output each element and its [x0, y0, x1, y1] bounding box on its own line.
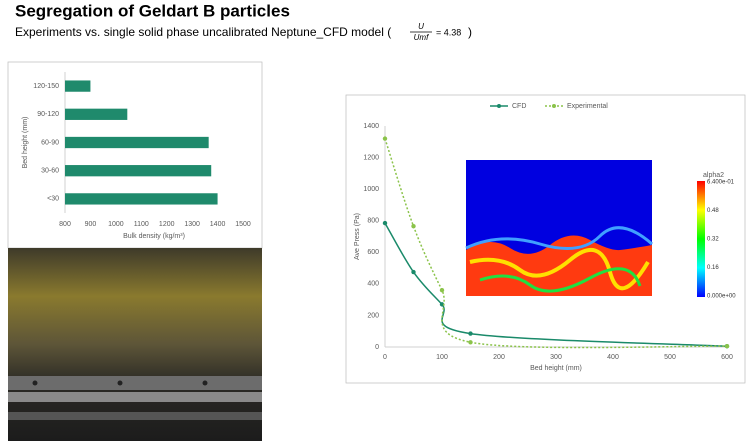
formula-close: ) — [468, 25, 472, 39]
y-tick-label: 1000 — [363, 186, 379, 193]
legend-label: CFD — [512, 103, 526, 110]
x-tick-label: 400 — [607, 354, 619, 361]
colorbar-label: 0.000e+00 — [707, 294, 736, 300]
colorbar-label: 0.32 — [707, 237, 719, 243]
x-tick-label: 1400 — [210, 221, 226, 228]
x-axis-label: Bed height (mm) — [530, 365, 582, 372]
x-tick-label: 0 — [383, 354, 387, 361]
colorbar-label: 0.48 — [707, 208, 719, 214]
x-tick-label: 1000 — [108, 221, 124, 228]
bar — [65, 193, 218, 205]
point — [382, 136, 388, 141]
point — [468, 340, 473, 345]
formula-value: = 4.38 — [436, 27, 461, 37]
x-tick-label: 1200 — [159, 221, 175, 228]
y-tick-label: 1400 — [363, 123, 379, 130]
y-tick-label: 0 — [375, 344, 379, 351]
y-tick-label: 90-120 — [37, 111, 59, 118]
x-tick-label: 1300 — [184, 221, 200, 228]
series-line — [384, 138, 728, 349]
y-tick-label: 800 — [367, 218, 379, 225]
point — [468, 331, 473, 336]
colorbar-title: alpha2 — [703, 172, 724, 179]
formula-numerator: U — [418, 22, 424, 31]
bar — [65, 136, 209, 149]
y-tick-label: 1200 — [363, 154, 379, 161]
y-tick-label: 30-60 — [41, 168, 59, 175]
point — [724, 344, 730, 349]
x-tick-label: 1100 — [134, 221, 149, 228]
bar — [65, 108, 128, 120]
y-axis-label: Ave Press (Pa) — [354, 213, 361, 260]
bar — [65, 165, 212, 177]
x-tick-label: 300 — [550, 354, 562, 361]
point — [439, 287, 445, 293]
point — [411, 269, 416, 275]
bar — [65, 80, 91, 92]
x-tick-label: 100 — [436, 354, 448, 361]
y-axis-label: Bed height (mm) — [22, 117, 29, 169]
y-tick-label: <30 — [47, 196, 59, 203]
y-tick-label: 600 — [367, 249, 379, 256]
point — [382, 220, 388, 226]
x-tick-label: 900 — [85, 221, 97, 228]
point — [411, 224, 416, 229]
slide-title: Segregation of Geldart B particles — [15, 1, 290, 20]
legend-marker — [497, 104, 501, 108]
y-tick-label: 200 — [367, 312, 379, 319]
x-tick-label: 1500 — [235, 221, 251, 228]
series-line — [384, 222, 728, 347]
legend-label: Experimental — [567, 103, 608, 110]
x-tick-label: 200 — [493, 354, 505, 361]
colorbar-label: 6.400e-01 — [707, 180, 735, 186]
legend-marker — [552, 104, 556, 108]
x-tick-label: 800 — [59, 221, 71, 228]
x-axis-label: Bulk density (kg/m³) — [123, 233, 185, 240]
formula-denominator: Umf — [414, 33, 429, 42]
y-tick-label: 400 — [367, 281, 379, 288]
y-tick-label: 60-90 — [41, 139, 59, 146]
x-tick-label: 500 — [664, 354, 676, 361]
colorbar-label: 0.16 — [707, 265, 719, 271]
slide-subtitle: Experiments vs. single solid phase uncal… — [15, 25, 391, 39]
x-tick-label: 600 — [721, 354, 733, 361]
y-tick-label: 120-150 — [33, 83, 59, 90]
